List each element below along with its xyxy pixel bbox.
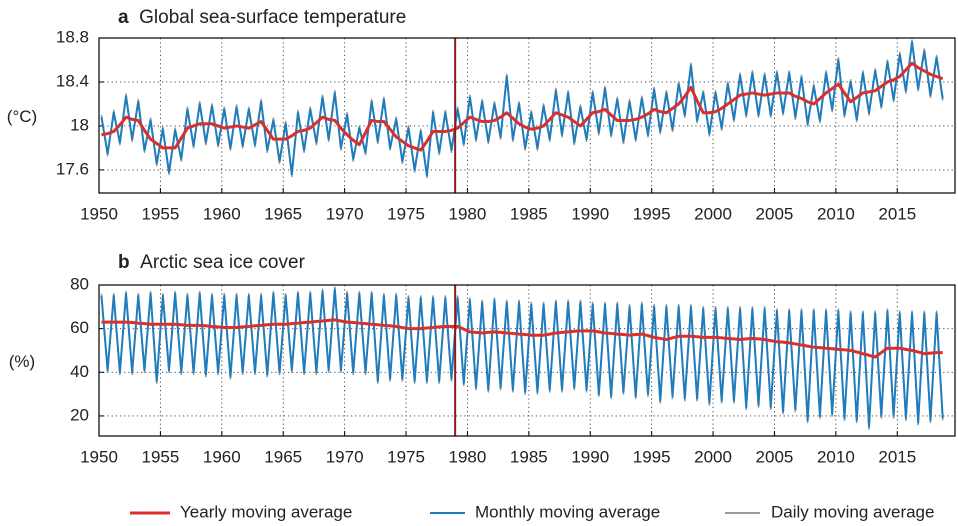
x-tick-label: 1975: [387, 447, 425, 466]
legend-label: Daily moving average: [771, 502, 934, 521]
x-tick-label: 1980: [449, 447, 487, 466]
x-tick-label: 1970: [326, 204, 364, 223]
panel-label: b: [118, 252, 130, 273]
x-tick-label: 1990: [571, 447, 609, 466]
series-line: [100, 288, 944, 428]
x-tick-label: 2015: [878, 447, 916, 466]
x-tick-label: 2010: [817, 204, 855, 223]
x-tick-label: 1950: [80, 204, 118, 223]
x-tick-label: 1985: [510, 204, 548, 223]
x-tick-label: 2015: [878, 204, 916, 223]
plot-frame: [98, 284, 956, 437]
x-tick-label: 1990: [571, 204, 609, 223]
x-tick-label: 1980: [449, 204, 487, 223]
x-tick-label: 1950: [80, 447, 118, 466]
x-tick-label: 1965: [264, 204, 302, 223]
y-tick-label: 18.4: [56, 71, 89, 90]
y-tick-label: 18: [70, 115, 89, 134]
legend-label: Yearly moving average: [180, 502, 352, 521]
x-tick-label: 1960: [203, 447, 241, 466]
panel-title: b Arctic sea ice cover: [118, 252, 306, 273]
y-tick-label: 20: [70, 405, 89, 424]
title-space: [130, 252, 141, 273]
legend: Yearly moving average Monthly moving ave…: [130, 502, 934, 521]
x-tick-label: 1955: [141, 447, 179, 466]
legend-label: Monthly moving average: [475, 502, 660, 521]
y-axis-label: (°C): [7, 107, 37, 126]
y-tick-label: 80: [70, 274, 89, 293]
y-tick-label: 40: [70, 362, 89, 381]
x-tick-label: 2005: [756, 447, 794, 466]
series-line: [100, 39, 944, 179]
panel-title-text: Global sea-surface temperature: [139, 7, 406, 28]
plot-frame: [98, 37, 956, 194]
x-tick-label: 2000: [694, 204, 732, 223]
series-line: [100, 41, 944, 177]
x-tick-label: 1965: [264, 447, 302, 466]
x-tick-label: 2000: [694, 447, 732, 466]
x-tick-label: 2010: [817, 447, 855, 466]
plot-lines: [100, 39, 944, 179]
y-tick-label: 60: [70, 318, 89, 337]
x-tick-label: 1985: [510, 447, 548, 466]
panel-title-text: Arctic sea ice cover: [140, 252, 305, 273]
x-tick-label: 2005: [756, 204, 794, 223]
series-line: [101, 318, 943, 359]
y-tick-label: 17.6: [56, 159, 89, 178]
y-tick-label: 18.8: [56, 27, 89, 46]
x-tick-label: 1970: [326, 447, 364, 466]
panel-title: a Global sea-surface temperature: [118, 7, 406, 28]
panel-label: a: [118, 7, 129, 28]
x-tick-label: 1975: [387, 204, 425, 223]
x-tick-label: 1955: [141, 204, 179, 223]
plot-lines: [100, 286, 944, 430]
series-line: [101, 61, 944, 152]
x-tick-label: 1995: [633, 447, 671, 466]
title-space: [129, 7, 140, 28]
x-tick-label: 1960: [203, 204, 241, 223]
x-tick-label: 1995: [633, 204, 671, 223]
y-axis-label: (%): [9, 352, 35, 371]
